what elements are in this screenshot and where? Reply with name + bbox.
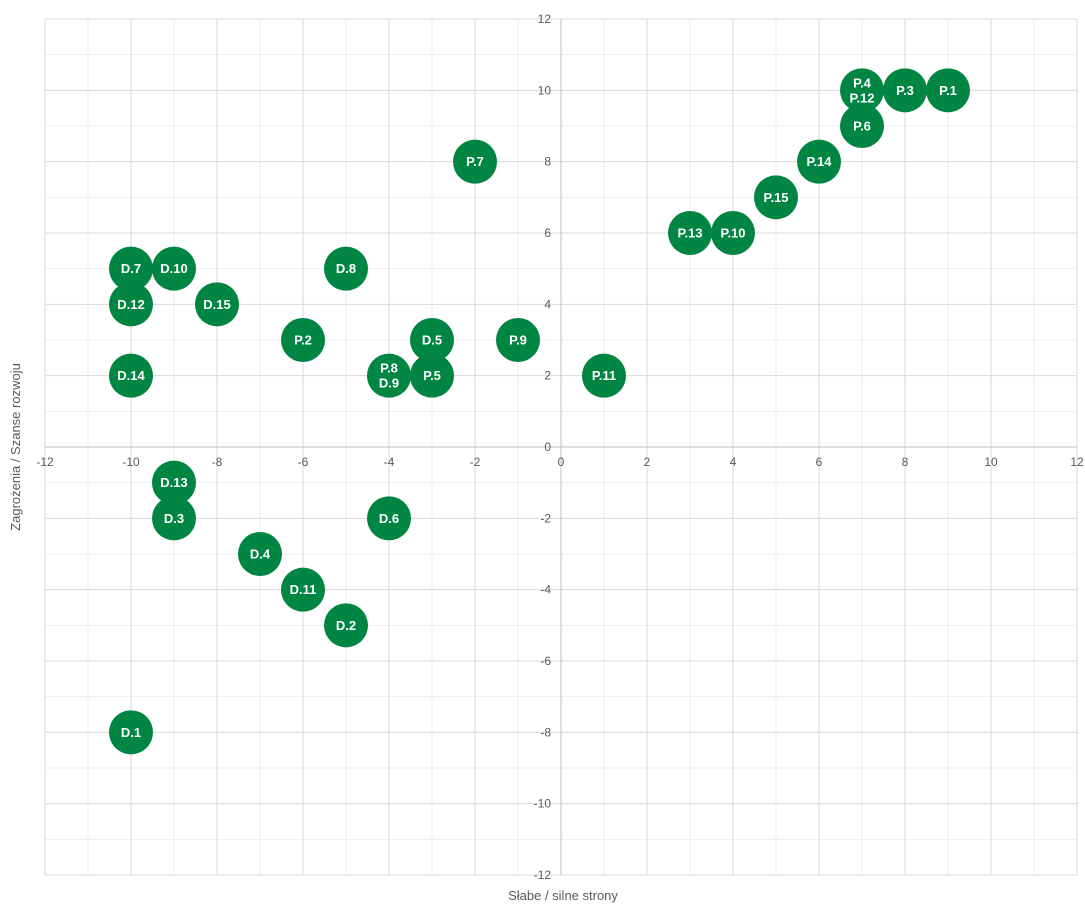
data-point-label: P.4 bbox=[853, 75, 872, 90]
y-tick-label: 6 bbox=[544, 226, 551, 240]
y-tick-label: -8 bbox=[540, 725, 551, 739]
data-point-label: D.4 bbox=[250, 547, 271, 562]
data-point-marker bbox=[281, 318, 325, 362]
data-point-label: D.12 bbox=[117, 297, 144, 312]
data-point-marker bbox=[238, 532, 282, 576]
y-tick-label: 2 bbox=[544, 369, 551, 383]
data-point-label: P.7 bbox=[466, 154, 484, 169]
data-point-label: P.2 bbox=[294, 333, 312, 348]
data-point-marker bbox=[109, 246, 153, 291]
data-point-label: D.15 bbox=[203, 297, 230, 312]
data-point-label: D.10 bbox=[160, 261, 187, 276]
data-point-marker bbox=[926, 68, 970, 113]
x-axis-title: Słabe / silne strony bbox=[508, 888, 618, 903]
data-point-marker bbox=[410, 353, 454, 398]
data-point-marker bbox=[109, 282, 153, 327]
data-point-label: P.5 bbox=[423, 368, 441, 383]
data-point-marker bbox=[496, 318, 540, 362]
x-tick-label: 8 bbox=[902, 455, 909, 469]
data-point-marker bbox=[410, 318, 454, 362]
data-point-label: P.8 bbox=[380, 361, 398, 376]
axes bbox=[45, 19, 1077, 875]
data-point-label: P.15 bbox=[763, 190, 788, 205]
data-point-marker bbox=[152, 496, 196, 541]
data-point-label: P.1 bbox=[939, 83, 957, 98]
data-point-label: P.10 bbox=[720, 226, 745, 241]
y-tick-label: 4 bbox=[544, 297, 551, 311]
data-point-label: P.12 bbox=[849, 90, 874, 105]
data-point-marker bbox=[367, 496, 411, 541]
data-point-marker bbox=[883, 68, 927, 113]
x-tick-label: 10 bbox=[984, 455, 998, 469]
data-point-marker bbox=[668, 211, 712, 255]
data-point-label: D.5 bbox=[422, 333, 442, 348]
data-point-marker bbox=[711, 211, 755, 255]
data-point-label: D.2 bbox=[336, 618, 356, 633]
data-point-marker bbox=[152, 246, 196, 291]
y-tick-label: -6 bbox=[540, 654, 551, 668]
data-point-marker bbox=[195, 282, 239, 327]
data-point-marker bbox=[453, 139, 497, 184]
data-point-label: P.6 bbox=[853, 119, 871, 134]
x-tick-label: 12 bbox=[1070, 455, 1084, 469]
data-points: P.1 P.3 P.4P.12 P.6 P.14 P.15 P.13 P.10 P.7 P.9 P.… bbox=[109, 68, 970, 755]
y-tick-label: 8 bbox=[544, 155, 551, 169]
x-tick-label: -8 bbox=[212, 455, 223, 469]
data-point-label: P.3 bbox=[896, 83, 914, 98]
data-point-label: D.13 bbox=[160, 475, 187, 490]
data-point-label: P.13 bbox=[677, 226, 702, 241]
x-tick-label: -12 bbox=[36, 455, 54, 469]
data-point-label: D.9 bbox=[379, 376, 399, 391]
x-tick-label: 2 bbox=[644, 455, 651, 469]
x-tick-label: -6 bbox=[298, 455, 309, 469]
x-tick-label: 0 bbox=[558, 455, 565, 469]
data-point-label: D.14 bbox=[117, 368, 145, 383]
x-tick-label: 6 bbox=[816, 455, 823, 469]
data-point-label: P.11 bbox=[592, 368, 616, 383]
y-tick-label: -4 bbox=[540, 583, 551, 597]
y-tick-label: -12 bbox=[534, 868, 552, 882]
y-tick-label: 12 bbox=[538, 12, 552, 26]
data-point-marker bbox=[367, 353, 411, 398]
y-tick-label: 0 bbox=[544, 440, 551, 454]
data-point-marker bbox=[754, 175, 798, 220]
data-point-label: P.14 bbox=[806, 154, 832, 169]
x-tick-label: 4 bbox=[730, 455, 737, 469]
data-point-marker bbox=[281, 567, 325, 612]
x-tick-label: -10 bbox=[122, 455, 140, 469]
data-point-label: D.8 bbox=[336, 261, 356, 276]
y-tick-label: -10 bbox=[534, 797, 552, 811]
data-point-label: D.3 bbox=[164, 511, 184, 526]
y-tick-label: -2 bbox=[540, 511, 551, 525]
data-point-label: D.6 bbox=[379, 511, 399, 526]
y-tick-label: 10 bbox=[538, 83, 552, 97]
data-point-label: D.7 bbox=[121, 261, 141, 276]
data-point-marker bbox=[324, 246, 368, 291]
x-tick-label: -2 bbox=[470, 455, 481, 469]
data-point-label: D.11 bbox=[290, 582, 317, 597]
data-point-marker bbox=[152, 460, 196, 505]
data-point-marker bbox=[109, 710, 153, 755]
tick-labels: -12 -10 -8 -6 -4 -2 0 2 4 6 8 10 12 -12 -10 -8 -6 -4 -2 0 2 4… bbox=[36, 12, 1084, 882]
data-point-marker bbox=[840, 104, 884, 148]
data-point-marker bbox=[797, 139, 841, 184]
data-point-label: D.1 bbox=[121, 725, 141, 740]
data-point-marker bbox=[582, 353, 626, 398]
data-point-marker bbox=[324, 603, 368, 648]
data-point-marker bbox=[109, 353, 153, 398]
y-axis-title: Zagrożenia / Szanse rozwoju bbox=[8, 363, 23, 531]
data-point-marker bbox=[840, 68, 884, 113]
x-tick-label: -4 bbox=[384, 455, 395, 469]
data-point-label: P.9 bbox=[509, 333, 527, 348]
